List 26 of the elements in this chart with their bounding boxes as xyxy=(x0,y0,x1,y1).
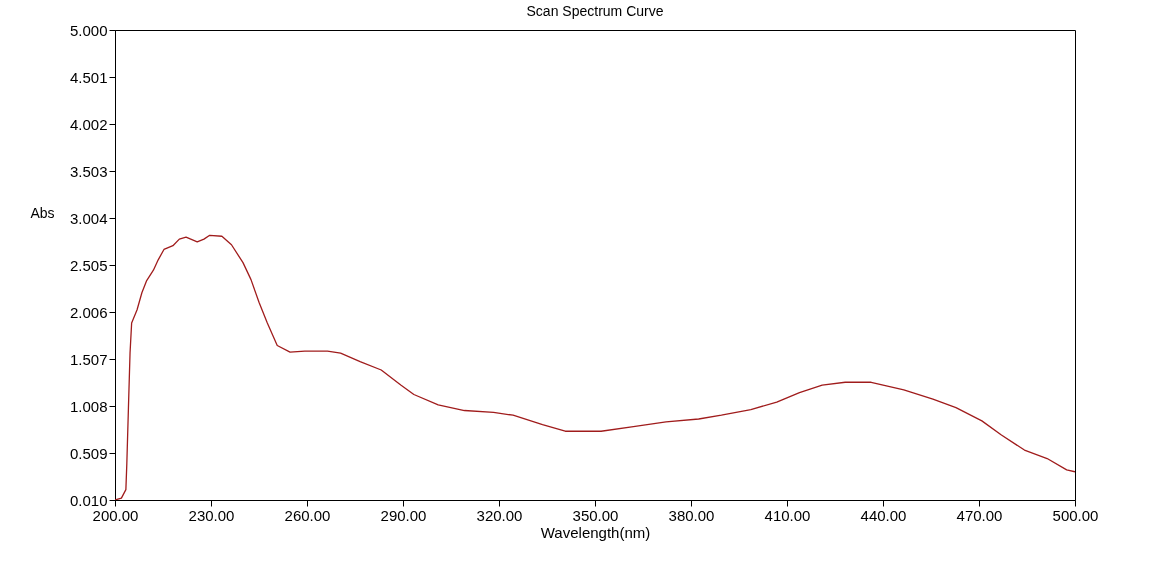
y-tick-label: 1.008 xyxy=(69,397,108,415)
x-axis-title: Wavelength(nm) xyxy=(540,523,651,541)
x-tick-label: 260.00 xyxy=(284,506,331,524)
x-tick-label: 350.00 xyxy=(572,506,619,524)
y-tick-label: 4.501 xyxy=(69,68,108,86)
y-tick-label: 3.004 xyxy=(69,209,108,227)
y-axis-title: Abs xyxy=(30,204,55,221)
y-tick-label: 3.503 xyxy=(69,162,108,180)
y-tick-label: 4.002 xyxy=(69,115,108,133)
x-tick-label: 410.00 xyxy=(764,506,811,524)
line-series xyxy=(115,234,1075,500)
x-tick-label: 470.00 xyxy=(956,506,1003,524)
x-tick-label: 200.00 xyxy=(92,506,139,524)
x-tick-label: 500.00 xyxy=(1052,506,1099,524)
y-tick-label: 5.000 xyxy=(69,21,108,39)
y-tick-label: 0.010 xyxy=(69,491,108,509)
chart-title: Scan Spectrum Curve xyxy=(526,3,664,19)
y-tick-label: 2.505 xyxy=(69,256,108,274)
x-tick-label: 290.00 xyxy=(380,506,427,524)
x-tick-label: 230.00 xyxy=(188,506,235,524)
x-tick-label: 320.00 xyxy=(476,506,523,524)
y-tick-label: 2.006 xyxy=(69,303,108,321)
x-tick-label: 380.00 xyxy=(668,506,715,524)
y-tick-label: 0.509 xyxy=(69,444,108,462)
y-tick-label: 1.507 xyxy=(69,350,108,368)
x-tick-label: 440.00 xyxy=(860,506,907,524)
